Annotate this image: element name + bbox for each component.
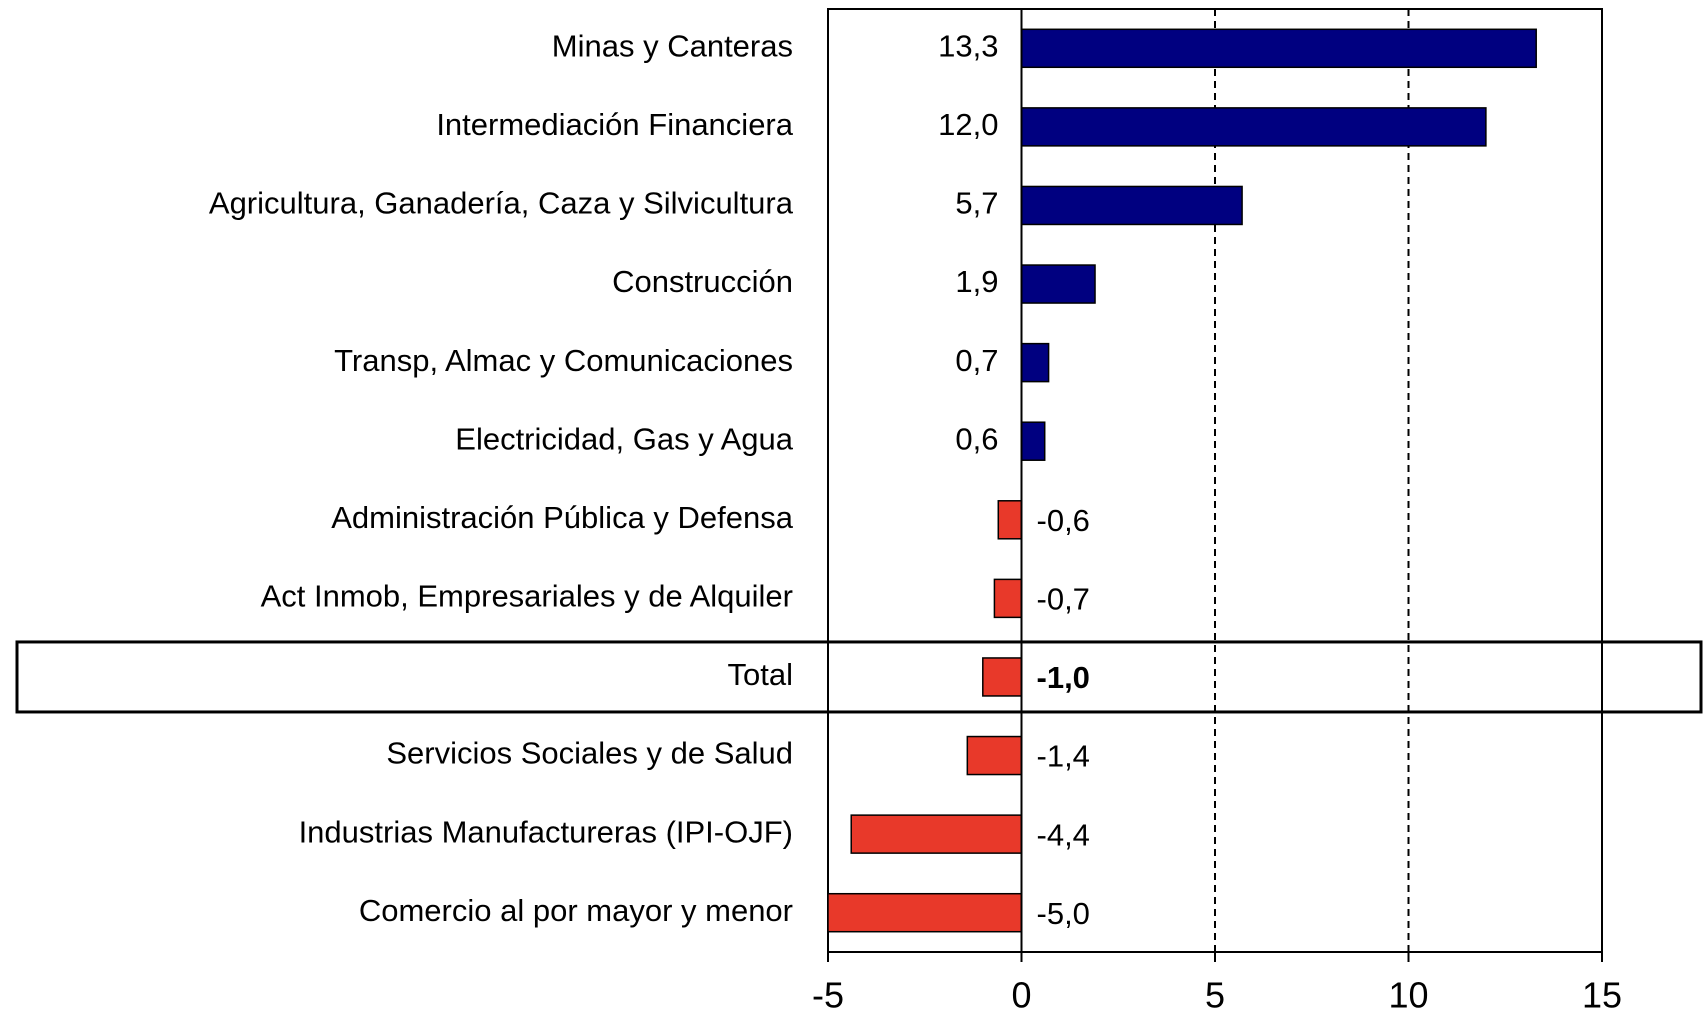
x-tick-label: -5: [812, 975, 844, 1015]
bar: [850, 814, 1023, 854]
plot-frame: [827, 8, 1603, 953]
y-tick-label: Construcción: [612, 264, 793, 299]
x-tick-label: 10: [1388, 975, 1428, 1015]
value-label: -0,6: [1037, 503, 1090, 538]
y-tick-label: Act Inmob, Empresariales y de Alquiler: [261, 579, 793, 614]
value-label: 12,0: [938, 107, 998, 142]
y-tick-label: Electricidad, Gas y Agua: [455, 421, 793, 456]
value-label: -5,0: [1037, 896, 1090, 931]
value-label: -1,4: [1037, 739, 1090, 774]
bar: [1020, 421, 1046, 461]
value-label: 13,3: [938, 28, 998, 63]
x-tick-label: 5: [1205, 975, 1225, 1015]
y-tick-label: Total: [728, 657, 793, 692]
value-label: -0,7: [1037, 582, 1090, 617]
value-label: 1,9: [955, 264, 998, 299]
bar: [1020, 107, 1487, 147]
bar: [966, 735, 1023, 776]
value-label: -4,4: [1037, 817, 1090, 852]
bar: [993, 578, 1023, 619]
y-tick-label: Administración Pública y Defensa: [331, 500, 794, 535]
y-tick-label: Intermediación Financiera: [436, 107, 793, 142]
x-tick-label: 15: [1582, 975, 1622, 1015]
value-label: 0,7: [955, 343, 998, 378]
x-tick-label: 0: [1011, 975, 1031, 1015]
bar: [997, 500, 1023, 540]
bar: [982, 657, 1023, 697]
value-label: 5,7: [955, 186, 998, 221]
y-tick-label: Minas y Canteras: [552, 28, 793, 63]
bar: [1020, 342, 1050, 383]
y-tick-label: Transp, Almac y Comunicaciones: [334, 343, 793, 378]
y-tick-label: Servicios Sociales y de Salud: [386, 736, 793, 771]
bar: [827, 892, 1023, 933]
highlight-box: [15, 640, 1703, 714]
value-label: 0,6: [955, 421, 998, 456]
bar: [1020, 28, 1537, 69]
value-label: -1,0: [1037, 660, 1090, 695]
y-tick-label: Comercio al por mayor y menor: [359, 893, 793, 928]
y-tick-label: Agricultura, Ganadería, Caza y Silvicult…: [209, 186, 794, 221]
bar: [1020, 264, 1096, 304]
bar: [1020, 185, 1243, 226]
y-tick-label: Industrias Manufactureras (IPI-OJF): [299, 814, 793, 849]
